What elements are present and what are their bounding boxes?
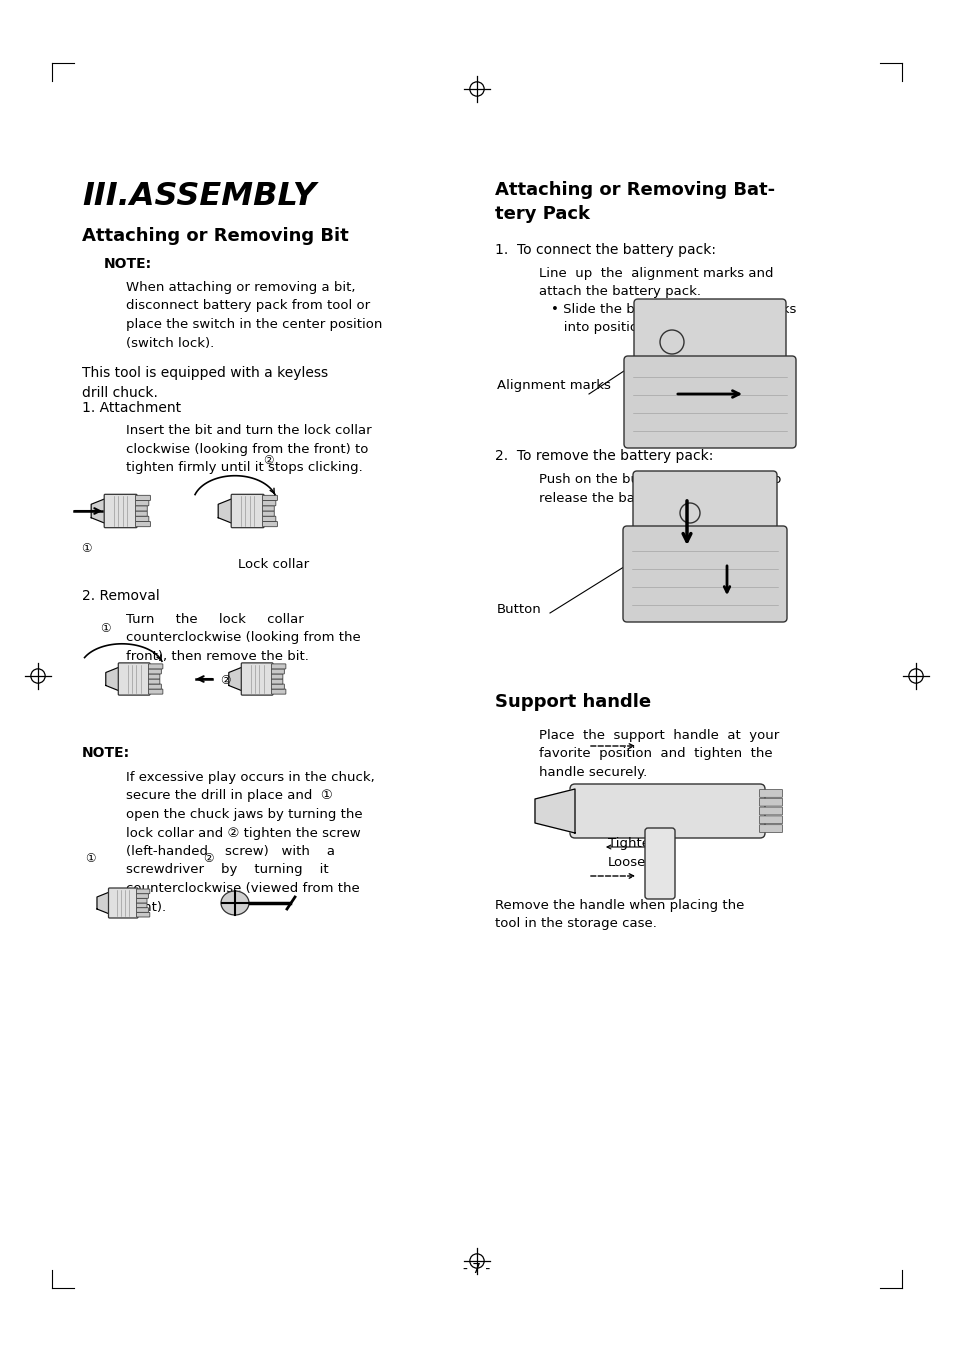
Text: Attaching or Removing Bat-
tery Pack: Attaching or Removing Bat- tery Pack [495, 181, 774, 223]
FancyBboxPatch shape [272, 684, 284, 689]
FancyBboxPatch shape [262, 501, 275, 505]
Text: ②: ② [219, 674, 230, 688]
FancyBboxPatch shape [104, 494, 137, 528]
FancyBboxPatch shape [272, 669, 284, 674]
FancyBboxPatch shape [759, 816, 781, 824]
FancyBboxPatch shape [623, 357, 795, 449]
Text: ①: ① [81, 543, 91, 555]
Polygon shape [97, 889, 117, 917]
FancyBboxPatch shape [118, 663, 150, 696]
Ellipse shape [221, 892, 249, 915]
FancyBboxPatch shape [262, 505, 274, 511]
FancyBboxPatch shape [644, 828, 675, 898]
Text: - 7 -: - 7 - [463, 1262, 490, 1275]
FancyBboxPatch shape [149, 674, 160, 680]
Text: III.ASSEMBLY: III.ASSEMBLY [82, 181, 315, 212]
FancyBboxPatch shape [231, 494, 264, 528]
FancyBboxPatch shape [135, 501, 149, 505]
Text: Remove the handle when placing the
tool in the storage case.: Remove the handle when placing the tool … [495, 898, 743, 931]
Text: Push on the button from the front to
release the battery pack.: Push on the button from the front to rel… [538, 473, 781, 504]
FancyBboxPatch shape [136, 893, 149, 898]
Polygon shape [229, 663, 250, 694]
FancyBboxPatch shape [149, 680, 160, 684]
FancyBboxPatch shape [633, 471, 776, 536]
Text: ①: ① [100, 623, 111, 635]
FancyBboxPatch shape [135, 505, 147, 511]
FancyBboxPatch shape [759, 824, 781, 832]
Polygon shape [218, 496, 240, 527]
Text: 1. Attachment: 1. Attachment [82, 401, 181, 415]
Text: When attaching or removing a bit,
disconnect battery pack from tool or
place the: When attaching or removing a bit, discon… [126, 281, 382, 350]
Text: 2.  To remove the battery pack:: 2. To remove the battery pack: [495, 449, 713, 463]
Text: Attaching or Removing Bit: Attaching or Removing Bit [82, 227, 349, 245]
Text: 2. Removal: 2. Removal [82, 589, 159, 603]
Text: Button: Button [497, 603, 541, 616]
Text: This tool is equipped with a keyless
drill chuck.: This tool is equipped with a keyless dri… [82, 366, 328, 400]
Text: If excessive play occurs in the chuck,
secure the drill in place and  ①
open the: If excessive play occurs in the chuck, s… [126, 771, 375, 913]
FancyBboxPatch shape [272, 689, 286, 694]
Text: NOTE:: NOTE: [104, 257, 152, 272]
FancyBboxPatch shape [634, 299, 785, 367]
Text: Place  the  support  handle  at  your
favorite  position  and  tighten  the
hand: Place the support handle at your favorit… [538, 730, 779, 780]
FancyBboxPatch shape [136, 912, 150, 917]
FancyBboxPatch shape [262, 521, 277, 527]
Text: Line  up  the  alignment marks and
attach the battery pack.: Line up the alignment marks and attach t… [538, 267, 773, 299]
Text: Turn     the     lock     collar
counterclockwise (looking from the
front), then: Turn the lock collar counterclockwise (l… [126, 613, 360, 663]
FancyBboxPatch shape [135, 511, 147, 516]
FancyBboxPatch shape [272, 680, 282, 684]
FancyBboxPatch shape [135, 516, 149, 521]
FancyBboxPatch shape [149, 669, 161, 674]
FancyBboxPatch shape [241, 663, 273, 696]
Text: Lock collar: Lock collar [237, 558, 309, 571]
Text: ①: ① [85, 852, 95, 866]
Text: Insert the bit and turn the lock collar
clockwise (looking from the front) to
ti: Insert the bit and turn the lock collar … [126, 424, 372, 474]
Text: Support handle: Support handle [495, 693, 651, 711]
Text: Alignment marks: Alignment marks [497, 380, 610, 392]
Text: • Slide the battery pack until it locks
   into position.: • Slide the battery pack until it locks … [551, 303, 796, 335]
FancyBboxPatch shape [136, 908, 149, 912]
Text: Loosen: Loosen [607, 857, 654, 869]
FancyBboxPatch shape [759, 789, 781, 797]
Text: Tighten: Tighten [607, 838, 658, 850]
FancyBboxPatch shape [109, 888, 138, 917]
Text: ②: ② [262, 454, 273, 467]
FancyBboxPatch shape [622, 526, 786, 621]
Text: ②: ② [203, 852, 213, 866]
FancyBboxPatch shape [262, 496, 277, 501]
FancyBboxPatch shape [149, 663, 163, 669]
Text: NOTE:: NOTE: [82, 746, 130, 761]
FancyBboxPatch shape [272, 674, 282, 680]
Polygon shape [91, 496, 113, 527]
Text: 1.  To connect the battery pack:: 1. To connect the battery pack: [495, 243, 716, 257]
FancyBboxPatch shape [135, 496, 151, 501]
FancyBboxPatch shape [149, 684, 161, 689]
Polygon shape [535, 789, 575, 834]
FancyBboxPatch shape [135, 521, 151, 527]
FancyBboxPatch shape [149, 689, 163, 694]
FancyBboxPatch shape [272, 663, 286, 669]
FancyBboxPatch shape [262, 511, 274, 516]
FancyBboxPatch shape [262, 516, 275, 521]
FancyBboxPatch shape [136, 898, 147, 902]
FancyBboxPatch shape [759, 807, 781, 815]
FancyBboxPatch shape [136, 889, 150, 893]
FancyBboxPatch shape [136, 902, 147, 908]
Polygon shape [106, 663, 128, 694]
FancyBboxPatch shape [759, 798, 781, 807]
FancyBboxPatch shape [569, 784, 764, 838]
